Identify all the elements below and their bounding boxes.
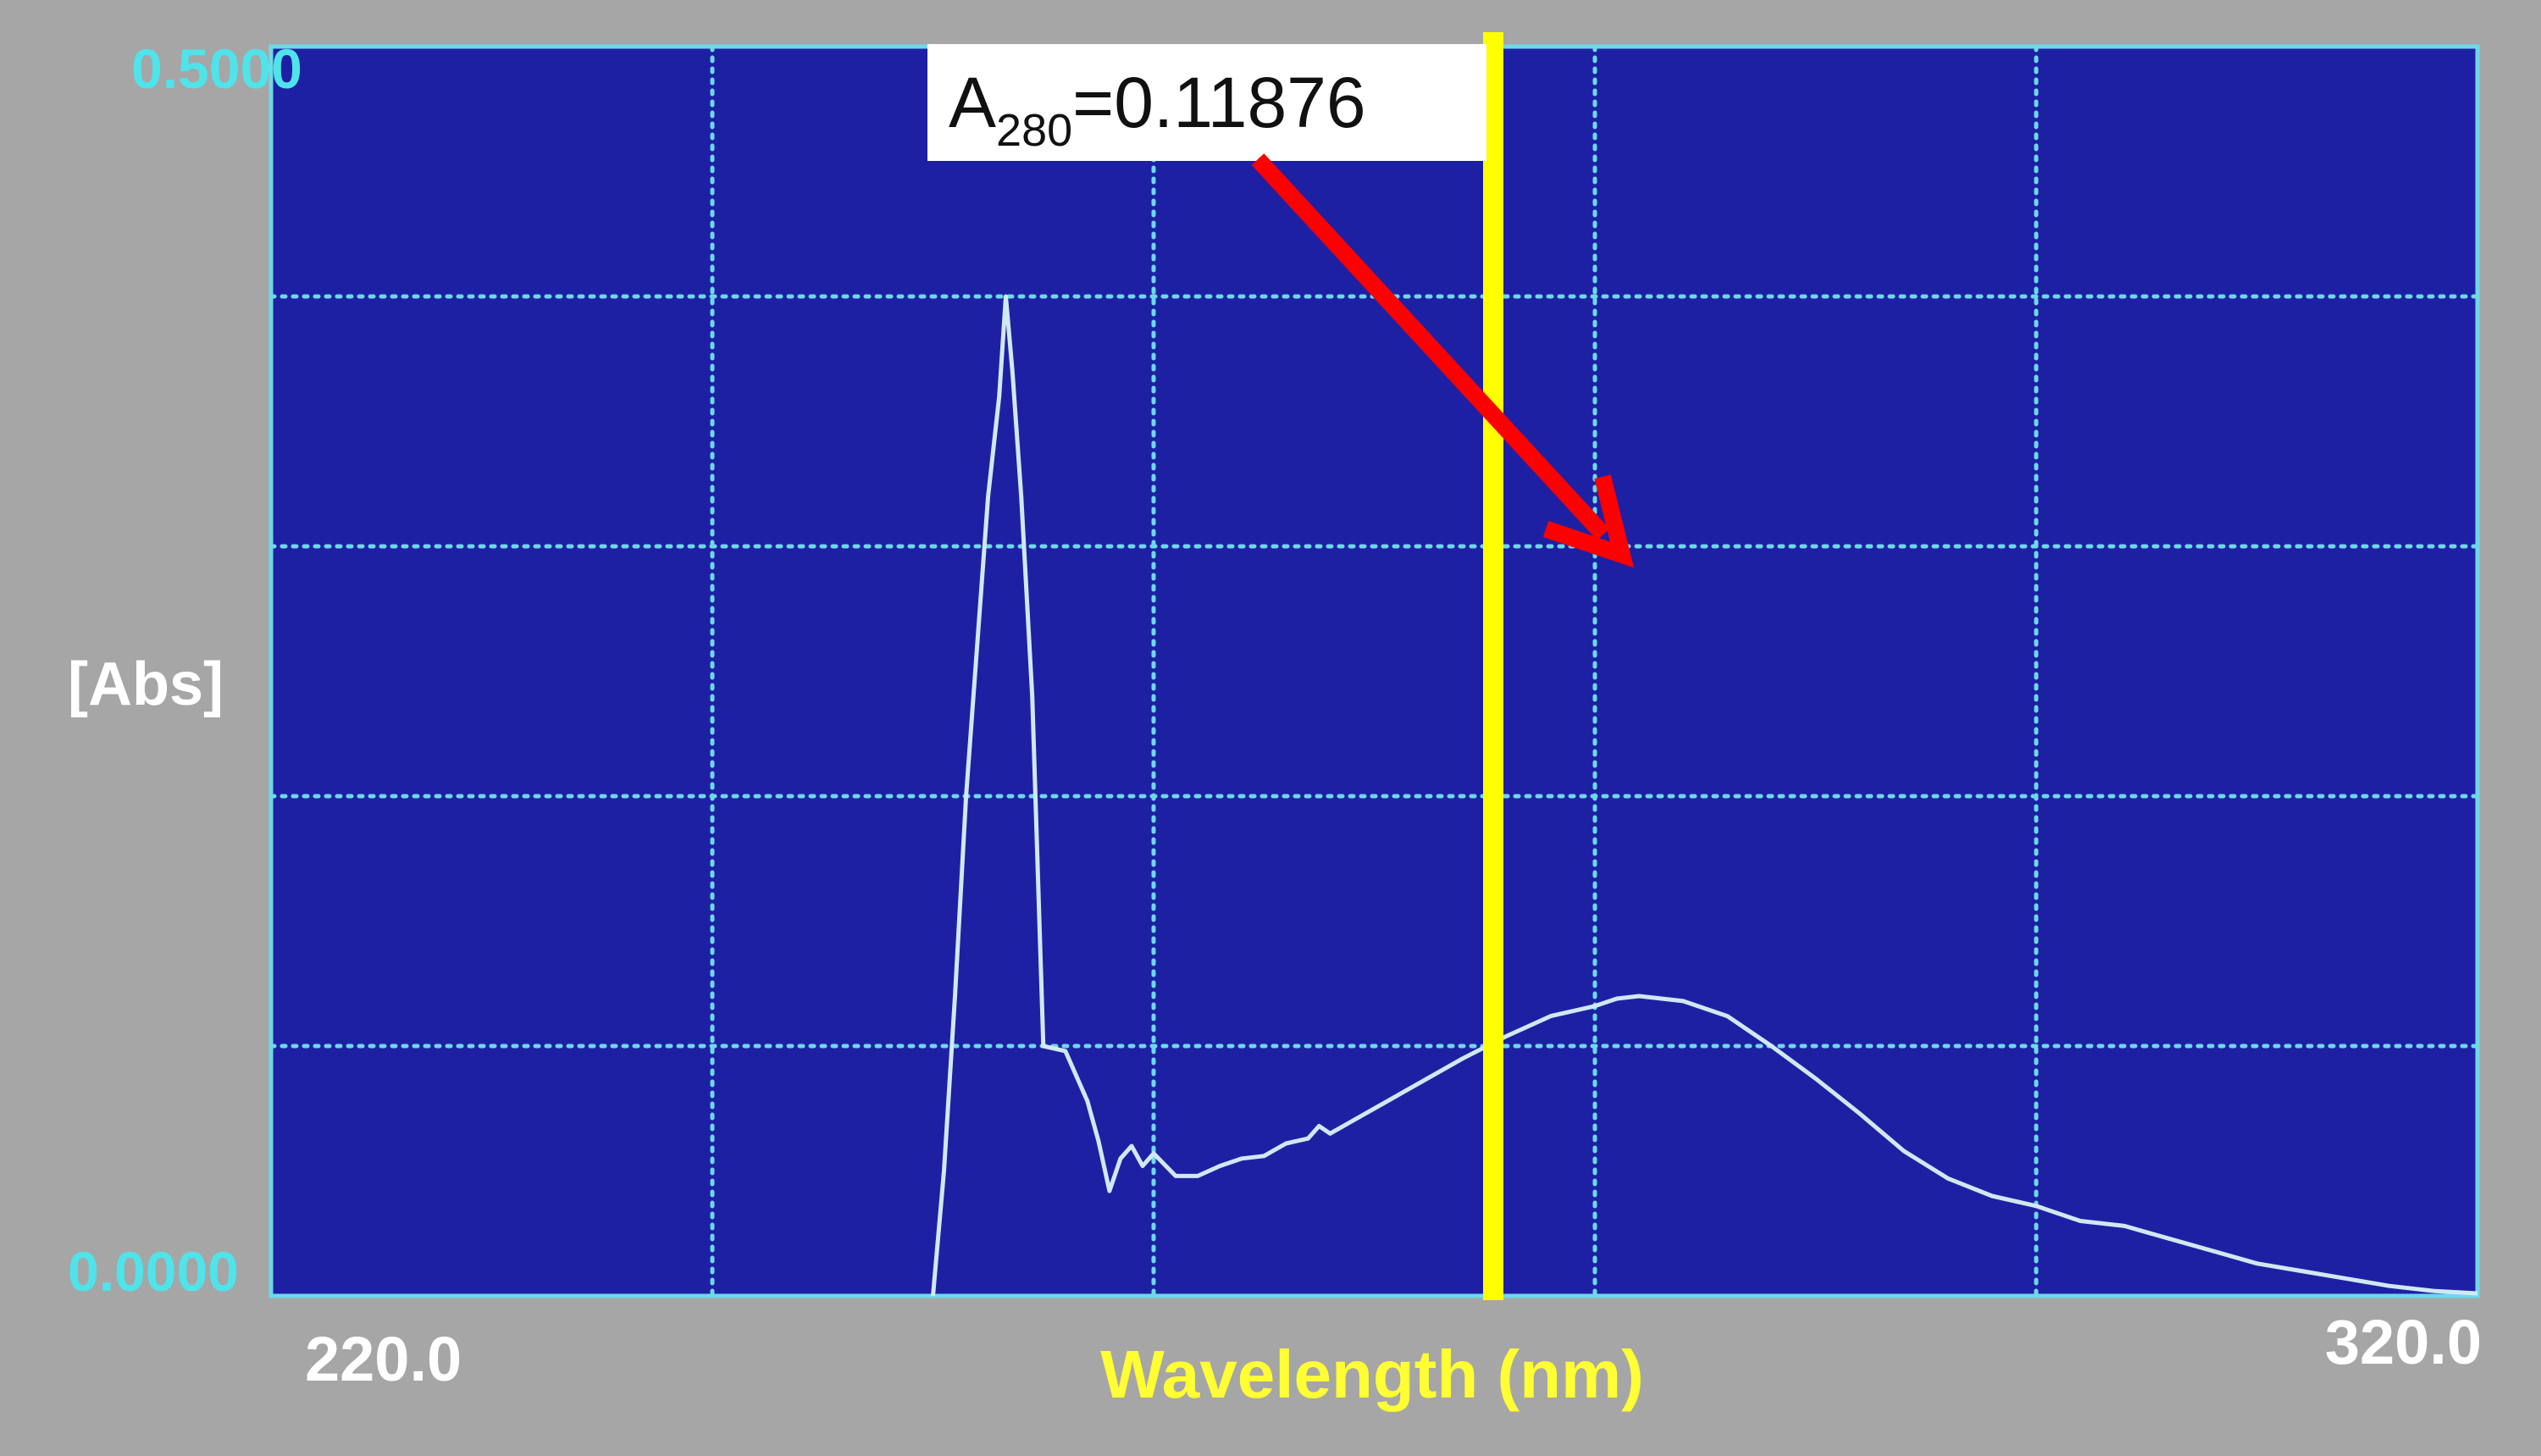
x-tick-label-min: 220.0: [305, 1324, 462, 1394]
y-tick-label-min: 0.0000: [68, 1240, 239, 1303]
x-axis-label: Wavelength (nm): [1100, 1337, 1643, 1412]
annotation-subscript: 280: [996, 105, 1072, 156]
y-tick-label-max: 0.5000: [131, 37, 302, 100]
arrow-head: [1542, 474, 1635, 568]
plot-area: [268, 44, 2480, 1298]
annotation-arrow: [1251, 153, 1635, 568]
spectrum-line-0: [931, 294, 2478, 1297]
annotation-value: =0.11876: [1072, 63, 1365, 142]
annotation-box: [927, 44, 1486, 161]
x-tick-label-max: 320.0: [2325, 1307, 2482, 1377]
marker-line-280: [1483, 32, 1503, 1300]
annotation-base: A: [949, 63, 996, 142]
arrow-shaft: [1251, 153, 1610, 540]
annotation-text: A280=0.11876: [949, 63, 1366, 156]
y-axis-label: [Abs]: [68, 650, 224, 718]
